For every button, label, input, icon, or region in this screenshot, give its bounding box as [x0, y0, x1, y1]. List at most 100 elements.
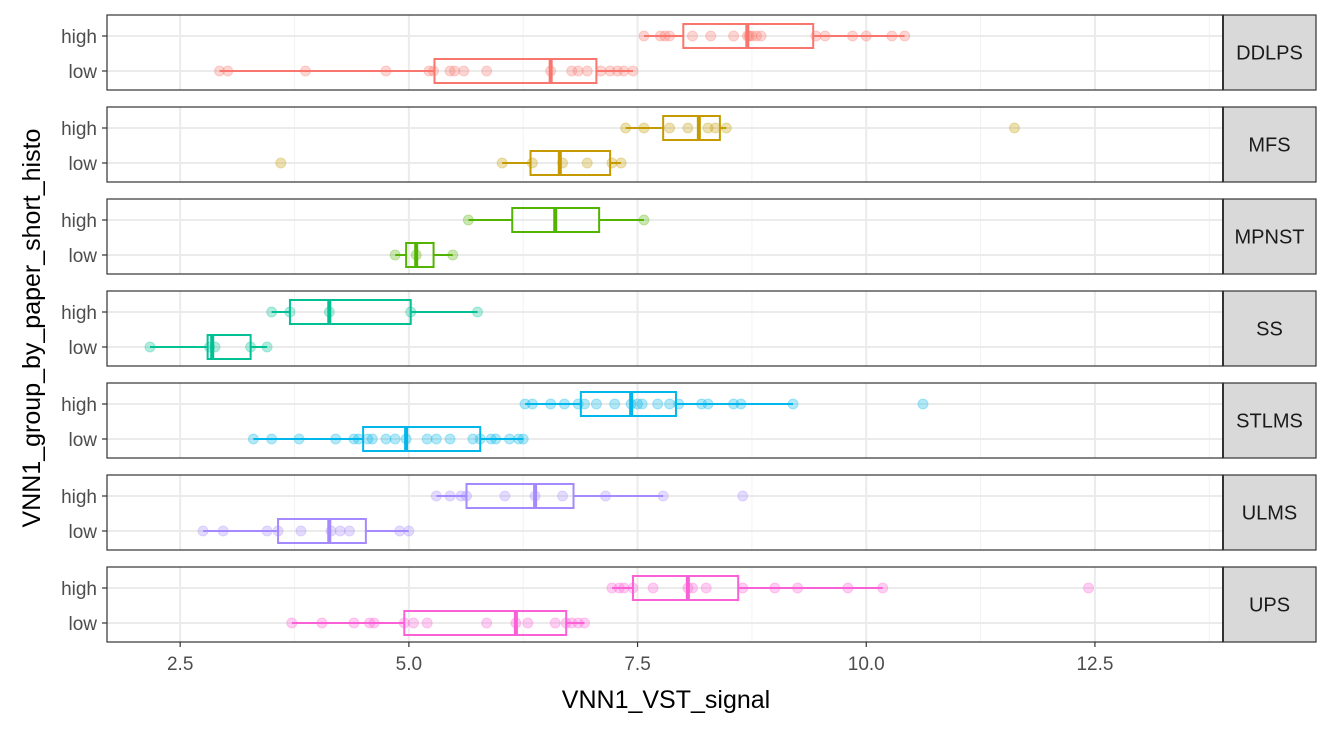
data-point: [647, 582, 659, 594]
x-tick-label: 10.0: [848, 654, 885, 675]
box: [362, 426, 482, 452]
facet-panels: DDLPS high low MFS high low MPNST high low SS high…: [61, 14, 1317, 643]
boxplot-mfs-low: [275, 150, 627, 176]
data-point: [636, 398, 648, 410]
facet-panel-ss: SS high low: [61, 290, 1317, 367]
data-point: [444, 490, 456, 502]
data-point: [549, 617, 561, 629]
data-point: [558, 398, 570, 410]
data-point: [664, 30, 676, 42]
data-point: [272, 525, 284, 537]
data-point: [720, 122, 732, 134]
x-axis: 2.5 5.0 7.5 10.0 12.5: [167, 642, 1113, 675]
data-point: [407, 617, 419, 629]
data-point: [702, 122, 714, 134]
data-point: [214, 65, 226, 77]
boxplot-ups-high: [606, 575, 1095, 601]
data-point: [810, 30, 822, 42]
facet-strip-label: ULMS: [1242, 503, 1298, 525]
data-point: [380, 65, 392, 77]
boxplot-mpnst-low: [389, 242, 459, 268]
facet-strip-label: SS: [1256, 319, 1283, 341]
y-tick-label: low: [68, 338, 97, 359]
x-axis-title: VNN1_VST_signal: [562, 686, 770, 714]
panel-background: [107, 291, 1223, 366]
data-point: [595, 65, 607, 77]
data-point: [572, 617, 584, 629]
data-point: [405, 306, 417, 318]
data-point: [398, 617, 410, 629]
x-tick-label: 5.0: [396, 654, 422, 675]
data-point: [615, 157, 627, 169]
data-point: [421, 617, 433, 629]
data-point: [266, 306, 278, 318]
data-point: [444, 65, 456, 77]
data-point: [787, 398, 799, 410]
data-point: [917, 398, 929, 410]
data-point: [217, 525, 229, 537]
data-point: [557, 490, 569, 502]
data-point: [590, 398, 602, 410]
data-point: [618, 65, 630, 77]
data-point: [606, 157, 618, 169]
data-point: [769, 582, 781, 594]
data-point: [403, 525, 415, 537]
y-tick-label: low: [68, 246, 97, 267]
data-point: [474, 433, 486, 445]
data-point: [792, 582, 804, 594]
data-point: [526, 398, 538, 410]
facet-panel-ulms: ULMS high low: [61, 474, 1317, 551]
data-point: [579, 398, 591, 410]
data-point: [481, 65, 493, 77]
data-point: [581, 157, 593, 169]
facet-strip-label: MFS: [1248, 135, 1290, 157]
data-point: [847, 30, 859, 42]
data-point: [560, 617, 572, 629]
y-axis-title: VNN1_group_by_paper_short_histo: [18, 129, 46, 528]
box: [206, 334, 252, 360]
data-point: [620, 122, 632, 134]
data-point: [261, 525, 273, 537]
data-point: [334, 525, 346, 537]
data-point: [755, 30, 767, 42]
data-point: [460, 490, 472, 502]
data-point: [447, 249, 459, 261]
data-point: [579, 617, 591, 629]
data-point: [481, 617, 493, 629]
data-point: [343, 525, 355, 537]
data-point: [566, 65, 578, 77]
data-point: [449, 65, 461, 77]
data-point: [485, 433, 497, 445]
data-point: [702, 398, 714, 410]
y-tick-label: low: [68, 154, 97, 175]
data-point: [860, 30, 872, 42]
data-point: [728, 30, 740, 42]
data-point: [877, 582, 889, 594]
panel-background: [107, 199, 1223, 274]
x-tick-label: 7.5: [624, 654, 650, 675]
y-tick-label: high: [61, 303, 97, 324]
data-point: [261, 341, 273, 353]
data-point: [750, 30, 762, 42]
facet-strip-label: STLMS: [1236, 411, 1303, 433]
data-point: [627, 582, 639, 594]
facet-panel-ups: UPS high low: [61, 566, 1317, 643]
data-point: [430, 433, 442, 445]
x-tick-label: 2.5: [167, 654, 193, 675]
data-point: [247, 433, 259, 445]
data-point: [293, 433, 305, 445]
y-tick-label: low: [68, 614, 97, 635]
data-point: [526, 157, 538, 169]
box: [579, 391, 677, 417]
data-point: [286, 617, 298, 629]
data-point: [499, 490, 511, 502]
data-point: [197, 525, 209, 537]
data-point: [638, 30, 650, 42]
data-point: [682, 122, 694, 134]
data-point: [503, 433, 515, 445]
data-point: [600, 490, 612, 502]
panel-background: [107, 15, 1223, 90]
data-point: [700, 582, 712, 594]
facet-panel-stlms: STLMS high low: [61, 382, 1317, 459]
data-point: [618, 582, 630, 594]
